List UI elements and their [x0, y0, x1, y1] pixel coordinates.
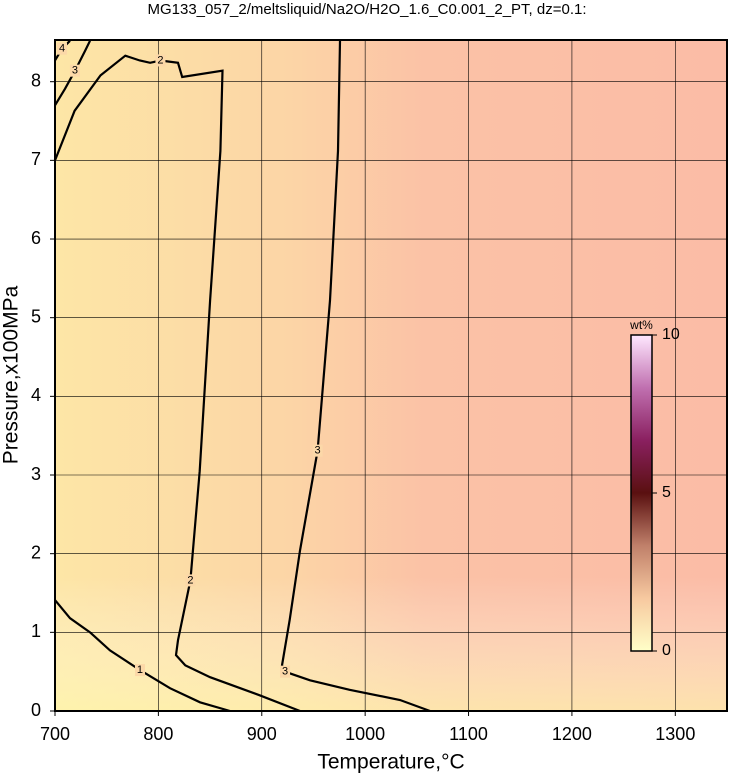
y-tick-label: 8: [31, 70, 41, 90]
y-tick-label: 4: [31, 385, 41, 405]
x-tick-label: 1000: [345, 724, 385, 744]
colorbar-tick-label: 5: [662, 484, 671, 501]
colorbar: [630, 334, 653, 652]
contour-line: [280, 40, 431, 713]
colorbar-label: wt%: [629, 318, 653, 332]
contour-line: [54, 599, 231, 713]
y-tick-label: 5: [31, 306, 41, 326]
contour-label-bg: [134, 664, 145, 677]
plot-frame: [54, 39, 728, 712]
x-tick-label: 1200: [552, 724, 592, 744]
contour-label-bg: [57, 42, 68, 55]
colorbar-tick-label: 10: [662, 326, 680, 343]
x-tick-label: 1100: [449, 724, 488, 744]
contour-label: 2: [187, 574, 193, 586]
contour-label: 4: [59, 43, 65, 55]
y-axis-label: Pressure,x100MPa: [0, 285, 23, 464]
x-tick-label: 700: [40, 724, 70, 744]
y-tick-label: 7: [31, 149, 41, 169]
colorbar-tick-label: 0: [662, 642, 671, 659]
plot-shade: [55, 40, 727, 711]
y-tick-label: 3: [31, 464, 41, 484]
contour-label: 1: [137, 664, 143, 676]
x-tick-label: 900: [247, 724, 277, 744]
y-tick-label: 6: [31, 228, 41, 248]
y-tick-label: 0: [31, 700, 41, 720]
y-tick-label: 1: [31, 621, 41, 641]
contour-label-bg: [280, 665, 291, 678]
contour-label-bg: [185, 574, 196, 587]
contour-line: [53, 54, 301, 713]
x-tick-label: 800: [143, 724, 173, 744]
contour-label-bg: [69, 64, 80, 77]
contour-label: 3: [72, 65, 78, 77]
contour-label: 3: [315, 445, 321, 457]
y-tick-label: 2: [31, 542, 41, 562]
contour-label: 2: [157, 54, 163, 66]
contour-label-bg: [155, 54, 166, 67]
x-tick-label: 1300: [655, 724, 695, 744]
contour-label-bg: [312, 444, 323, 457]
x-axis-label: Temperature,°C: [317, 751, 464, 774]
chart-title: MG133_057_2/meltsliquid/Na2O/H2O_1.6_C0.…: [147, 1, 586, 18]
contour-label: 3: [282, 666, 288, 678]
